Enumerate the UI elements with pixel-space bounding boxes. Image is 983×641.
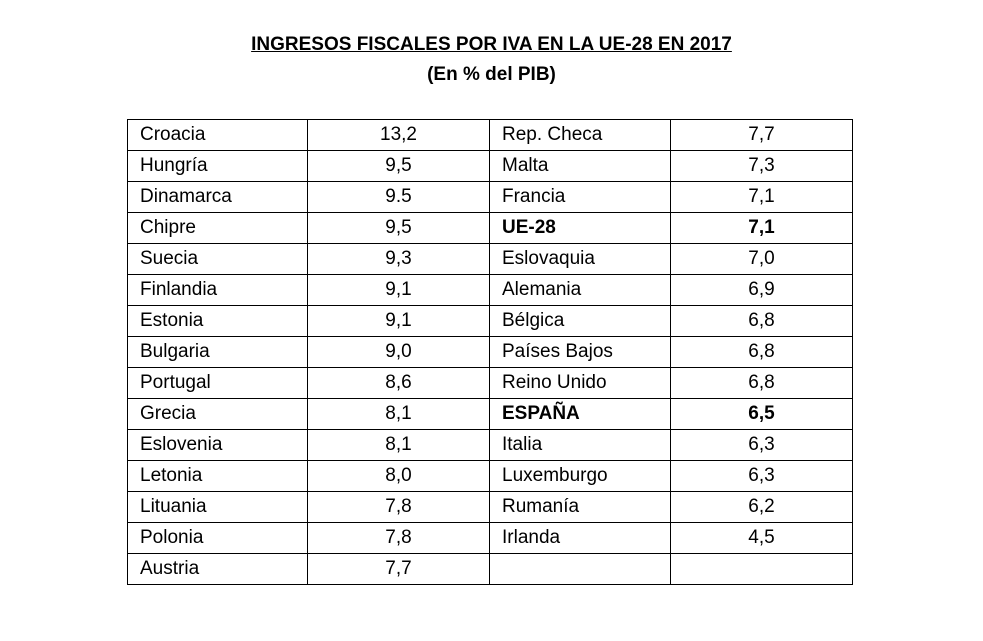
value-cell: 9,5 [307, 212, 490, 244]
country-cell: Alemania [489, 274, 671, 306]
value-cell: 6,3 [670, 429, 853, 461]
value-cell [670, 553, 853, 585]
value-cell: 9,1 [307, 305, 490, 337]
country-cell: Bulgaria [127, 336, 308, 368]
table-row: Dinamarca 9.5 Francia 7,1 [127, 181, 853, 213]
table-row: Finlandia 9,1 Alemania 6,9 [127, 274, 853, 306]
value-cell: 7,0 [670, 243, 853, 275]
table-row: Grecia 8,1 ESPAÑA 6,5 [127, 398, 853, 430]
value-cell: 9.5 [307, 181, 490, 213]
country-cell: Reino Unido [489, 367, 671, 399]
value-cell: 8,1 [307, 398, 490, 430]
table-row: Chipre 9,5 UE-28 7,1 [127, 212, 853, 244]
country-cell: Eslovaquia [489, 243, 671, 275]
country-cell: Grecia [127, 398, 308, 430]
title-text: INGRESOS FISCALES POR IVA EN LA UE-28 EN… [251, 34, 732, 55]
value-cell: 7,7 [307, 553, 490, 585]
value-cell: 6,8 [670, 305, 853, 337]
value-cell: 6,8 [670, 367, 853, 399]
country-cell: Dinamarca [127, 181, 308, 213]
document-title: INGRESOS FISCALES POR IVA EN LA UE-28 EN… [0, 34, 983, 56]
table-row: Croacia 13,2 Rep. Checa 7,7 [127, 119, 853, 151]
table-row: Suecia 9,3 Eslovaquia 7,0 [127, 243, 853, 275]
value-cell: 6,3 [670, 460, 853, 492]
value-cell: 9,1 [307, 274, 490, 306]
country-cell: Suecia [127, 243, 308, 275]
value-cell: 7,8 [307, 522, 490, 554]
value-cell: 7,7 [670, 119, 853, 151]
country-cell: Croacia [127, 119, 308, 151]
value-cell: 13,2 [307, 119, 490, 151]
value-cell: 8,0 [307, 460, 490, 492]
country-cell: Hungría [127, 150, 308, 182]
country-cell: Italia [489, 429, 671, 461]
value-cell: 7,8 [307, 491, 490, 523]
country-cell [489, 553, 671, 585]
country-cell: Rep. Checa [489, 119, 671, 151]
vat-revenue-table: Croacia 13,2 Rep. Checa 7,7 Hungría 9,5 Malta 7… [127, 119, 853, 585]
value-cell: 7,1 [670, 212, 853, 244]
table-row: Portugal 8,6 Reino Unido 6,8 [127, 367, 853, 399]
value-cell: 9,5 [307, 150, 490, 182]
country-cell: ESPAÑA [489, 398, 671, 430]
country-cell: Estonia [127, 305, 308, 337]
country-cell: Países Bajos [489, 336, 671, 368]
value-cell: 6,2 [670, 491, 853, 523]
table-row: Bulgaria 9,0 Países Bajos 6,8 [127, 336, 853, 368]
country-cell: Eslovenia [127, 429, 308, 461]
country-cell: Lituania [127, 491, 308, 523]
value-cell: 4,5 [670, 522, 853, 554]
value-cell: 7,3 [670, 150, 853, 182]
value-cell: 6,9 [670, 274, 853, 306]
document-subtitle: (En % del PIB) [427, 64, 556, 85]
country-cell: Bélgica [489, 305, 671, 337]
country-cell: Malta [489, 150, 671, 182]
value-cell: 9,0 [307, 336, 490, 368]
country-cell: Francia [489, 181, 671, 213]
country-cell: Irlanda [489, 522, 671, 554]
value-cell: 7,1 [670, 181, 853, 213]
country-cell: Rumanía [489, 491, 671, 523]
table-row: Eslovenia 8,1 Italia 6,3 [127, 429, 853, 461]
value-cell: 6,8 [670, 336, 853, 368]
value-cell: 9,3 [307, 243, 490, 275]
country-cell: UE-28 [489, 212, 671, 244]
country-cell: Chipre [127, 212, 308, 244]
country-cell: Austria [127, 553, 308, 585]
table-row: Estonia 9,1 Bélgica 6,8 [127, 305, 853, 337]
value-cell: 8,1 [307, 429, 490, 461]
value-cell: 6,5 [670, 398, 853, 430]
country-cell: Luxemburgo [489, 460, 671, 492]
country-cell: Portugal [127, 367, 308, 399]
country-cell: Finlandia [127, 274, 308, 306]
value-cell: 8,6 [307, 367, 490, 399]
country-cell: Polonia [127, 522, 308, 554]
table-row: Austria 7,7 [127, 553, 853, 585]
table-row: Letonia 8,0 Luxemburgo 6,3 [127, 460, 853, 492]
table-row: Hungría 9,5 Malta 7,3 [127, 150, 853, 182]
table-row: Lituania 7,8 Rumanía 6,2 [127, 491, 853, 523]
country-cell: Letonia [127, 460, 308, 492]
table-row: Polonia 7,8 Irlanda 4,5 [127, 522, 853, 554]
